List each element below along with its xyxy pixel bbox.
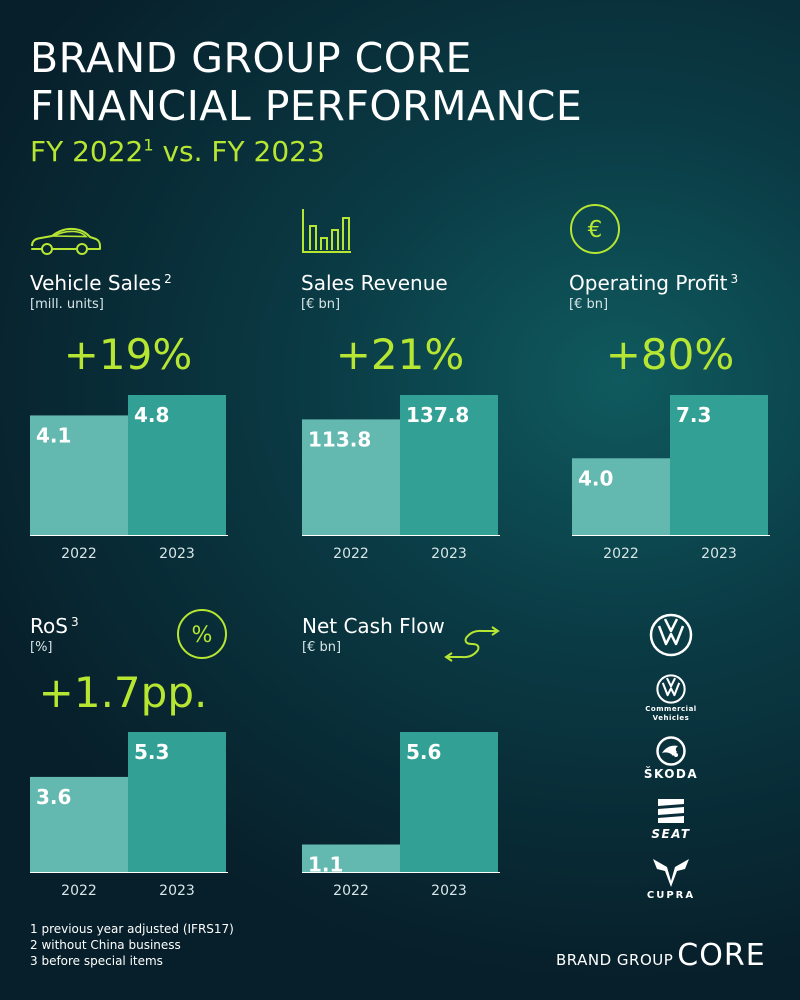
bar-value-label: 7.3 bbox=[676, 403, 711, 427]
footnote-1: 1 previous year adjusted (IFRS17) bbox=[30, 922, 234, 936]
metric-change-vehicle-sales: +19% bbox=[63, 330, 193, 379]
vw-commercial-logo-icon bbox=[656, 674, 686, 704]
metric-unit-sales-revenue: [€ bn] bbox=[301, 297, 341, 312]
euro-icon: € bbox=[570, 204, 620, 254]
chart-sales-revenue: 113.8 2022 137.8 2023 bbox=[302, 395, 500, 562]
bar-2023 bbox=[400, 732, 498, 872]
metric-label-ros: RoS 3 bbox=[30, 614, 79, 638]
metric-unit-vehicle-sales: [mill. units] bbox=[30, 297, 104, 312]
x-tick-label: 2022 bbox=[61, 883, 97, 899]
bar-value-label: 113.8 bbox=[308, 427, 371, 451]
page-title: BRAND GROUP CORE FINANCIAL PERFORMANCE bbox=[30, 34, 583, 130]
x-tick-label: 2022 bbox=[333, 546, 369, 562]
bar-value-label: 3.6 bbox=[36, 785, 71, 809]
percent-icon: % bbox=[177, 609, 227, 659]
x-tick-label: 2023 bbox=[431, 883, 467, 899]
skoda-logo-icon bbox=[656, 736, 686, 766]
x-tick-label: 2022 bbox=[603, 546, 639, 562]
metric-label-vehicle-sales: Vehicle Sales 2 bbox=[30, 271, 172, 295]
skoda-wordmark: ŠKODA bbox=[643, 767, 699, 781]
exchange-arrows-icon bbox=[444, 626, 500, 662]
footnote-2: 2 without China business bbox=[30, 938, 181, 952]
vw-logo-icon bbox=[649, 613, 693, 657]
bar-2022 bbox=[30, 776, 128, 872]
chart-operating-profit: 4.0 2022 7.3 2023 bbox=[572, 395, 770, 562]
bar-value-label: 4.1 bbox=[36, 423, 71, 447]
bar-2023 bbox=[670, 395, 768, 535]
chart-vehicle-sales: 4.1 2022 4.8 2023 bbox=[30, 395, 228, 562]
bar-value-label: 4.8 bbox=[134, 403, 169, 427]
bar-2022 bbox=[302, 844, 400, 872]
cupra-wordmark: CUPRA bbox=[646, 890, 696, 901]
cupra-logo-icon bbox=[653, 859, 689, 887]
bar-value-label: 137.8 bbox=[406, 403, 469, 427]
svg-text:€: € bbox=[588, 217, 603, 243]
brand-group-core-wordmark: BRAND GROUP CORE bbox=[556, 938, 766, 973]
bar-2022 bbox=[572, 458, 670, 535]
bar-2023 bbox=[128, 395, 226, 535]
bar-2023 bbox=[128, 732, 226, 872]
bar-value-label: 4.0 bbox=[578, 466, 613, 490]
metric-label-operating-profit: Operating Profit 3 bbox=[569, 271, 739, 295]
metric-label-sales-revenue: Sales Revenue bbox=[301, 271, 448, 295]
commercial-vehicles-caption: Commercial Vehicles bbox=[645, 705, 697, 722]
bar-2023 bbox=[400, 395, 498, 535]
metric-unit-operating-profit: [€ bn] bbox=[569, 297, 609, 312]
car-icon bbox=[31, 227, 101, 255]
svg-text:%: % bbox=[192, 623, 213, 648]
metric-change-sales-revenue: +21% bbox=[335, 330, 465, 379]
footnote-3: 3 before special items bbox=[30, 954, 163, 968]
seat-logo-icon bbox=[658, 799, 684, 823]
bar-2022 bbox=[302, 419, 400, 535]
x-tick-label: 2023 bbox=[701, 546, 737, 562]
bar-chart-icon bbox=[302, 209, 351, 253]
footnotes: 1 previous year adjusted (IFRS17) 2 with… bbox=[30, 921, 234, 969]
seat-wordmark: SEAT bbox=[651, 827, 691, 841]
metric-label-net-cash-flow: Net Cash Flow bbox=[302, 614, 445, 638]
bar-2022 bbox=[30, 415, 128, 535]
x-tick-label: 2022 bbox=[333, 883, 369, 899]
x-tick-label: 2022 bbox=[61, 546, 97, 562]
metric-change-operating-profit: +80% bbox=[605, 330, 735, 379]
bar-value-label: 5.6 bbox=[406, 740, 441, 764]
metric-unit-net-cash-flow: [€ bn] bbox=[302, 640, 342, 655]
x-tick-label: 2023 bbox=[159, 546, 195, 562]
chart-ros: 3.6 2022 5.3 2023 bbox=[30, 732, 228, 899]
metric-unit-ros: [%] bbox=[30, 640, 53, 655]
x-tick-label: 2023 bbox=[431, 546, 467, 562]
metric-change-ros: +1.7pp. bbox=[38, 668, 208, 717]
bar-value-label: 5.3 bbox=[134, 740, 169, 764]
x-tick-label: 2023 bbox=[159, 883, 195, 899]
page-subtitle: FY 20221 vs. FY 2023 bbox=[30, 135, 325, 168]
